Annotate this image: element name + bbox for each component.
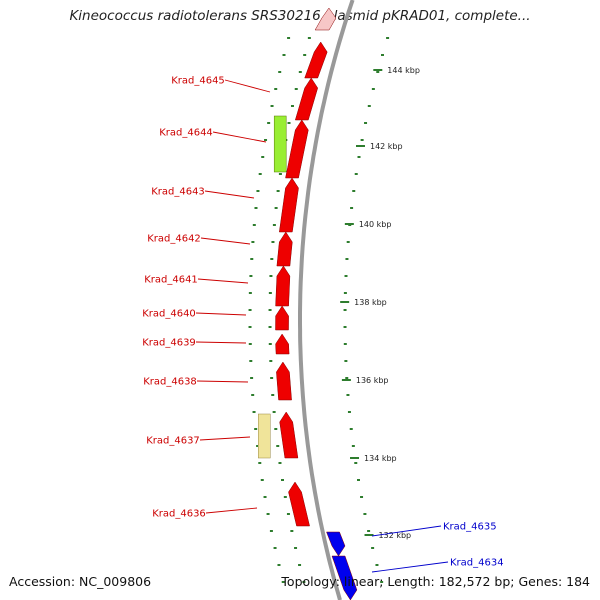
gene-arrow <box>285 119 309 179</box>
gene-label: Krad_4643 <box>151 187 205 198</box>
scale-tick-label: 144 kbp <box>387 66 420 75</box>
gene-label: Krad_4638 <box>143 377 197 388</box>
gene-arrow <box>331 555 358 600</box>
gene-label-leader <box>197 278 249 284</box>
gene-label-leader <box>195 341 247 344</box>
gene-label: Krad_4644 <box>159 128 213 139</box>
gene-label-leader <box>371 525 442 537</box>
accession-label: Accession: NC_009806 <box>9 574 152 589</box>
gene-arrow <box>275 333 290 355</box>
gene-label-leader <box>199 436 251 441</box>
gene-arrow <box>304 41 328 79</box>
gene-label: Krad_4634 <box>450 558 504 569</box>
scale-tick-label: 138 kbp <box>354 298 387 307</box>
gene-label: Krad_4636 <box>152 509 206 520</box>
scale-tick-label: 136 kbp <box>356 376 389 385</box>
gene-label-leader <box>195 312 247 316</box>
gene-label-leader <box>204 190 255 199</box>
gene-arrow <box>275 305 289 331</box>
tick-rings <box>248 37 390 583</box>
map-title: Kineococcus radiotolerans SRS30216 plasm… <box>69 8 531 24</box>
gene-label: Krad_4637 <box>146 436 200 447</box>
gene-arrow <box>326 531 346 557</box>
gene-label-leader <box>205 507 258 514</box>
gene-arrow <box>279 177 299 233</box>
summary-label: Topology: linear; Length: 182,572 bp; Ge… <box>281 574 590 589</box>
gene-label-leader <box>224 79 271 93</box>
gene-arrow <box>275 265 291 307</box>
pseudo-gene-block <box>273 115 287 173</box>
gene-label: Krad_4641 <box>144 275 198 286</box>
gene-label-leader <box>371 561 449 573</box>
gene-label: Krad_4635 <box>443 522 497 533</box>
gene-label: Krad_4639 <box>142 338 196 349</box>
gene-label-leader <box>200 237 251 245</box>
backbone-arc <box>298 0 355 600</box>
gene-label: Krad_4640 <box>142 309 196 320</box>
gene-arrow <box>276 231 293 267</box>
scale-tick-label: 134 kbp <box>364 454 397 463</box>
gene-label-leader <box>196 380 249 383</box>
scale-tick-label: 132 kbp <box>379 531 412 540</box>
gene-label: Krad_4642 <box>147 234 201 245</box>
gene-arrow <box>314 7 337 31</box>
gene-arrow <box>276 361 292 401</box>
gene-label-leader <box>212 131 267 143</box>
scale-tick-label: 140 kbp <box>359 220 392 229</box>
scale-tick-label: 142 kbp <box>370 142 403 151</box>
gene-arrow <box>288 481 310 527</box>
gene-arrow <box>279 411 299 459</box>
pseudo-gene-block <box>258 413 271 459</box>
gene-arrow <box>294 77 318 121</box>
gene-label: Krad_4645 <box>171 76 225 87</box>
